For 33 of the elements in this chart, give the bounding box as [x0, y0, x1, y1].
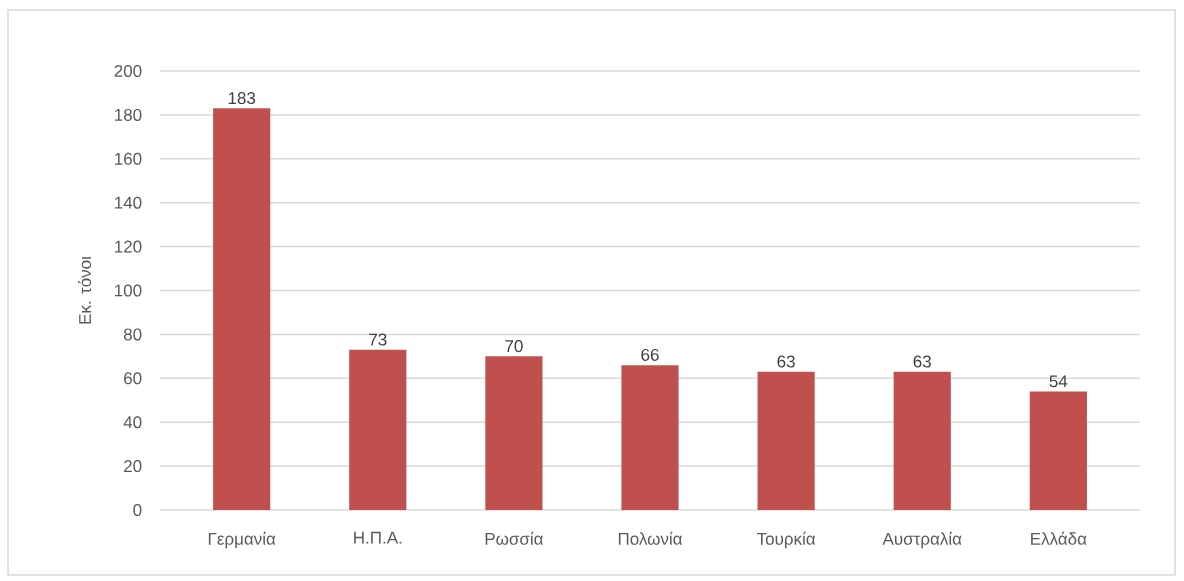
y-tick-label: 60	[124, 372, 142, 385]
bar	[349, 349, 407, 510]
x-tick-label: Ρωσσία	[485, 531, 543, 545]
data-label: 183	[228, 92, 256, 105]
x-tick-label: Η.Π.Α.	[354, 531, 402, 544]
x-tick-label: Ελλάδα	[1031, 531, 1087, 545]
y-tick-label: 200	[114, 64, 142, 78]
data-label: 54	[1049, 375, 1068, 388]
y-tick-label: 20	[124, 460, 142, 473]
data-label: 73	[369, 333, 387, 346]
x-tick-label: Γερμανία	[208, 531, 276, 549]
x-tick-label: Τουρκία	[756, 531, 816, 549]
y-tick-label: 0	[133, 503, 142, 517]
x-tick-label: Αυστραλία	[882, 531, 962, 549]
x-tick-label: Πολωνία	[618, 531, 683, 545]
data-label: 63	[913, 355, 931, 368]
bar	[1029, 391, 1087, 510]
y-axis-title: Εκ. τόνοι	[78, 256, 92, 324]
bar	[485, 356, 543, 510]
y-tick-label: 40	[123, 416, 142, 429]
y-tick-label: 160	[115, 152, 142, 165]
data-label: 63	[777, 355, 795, 368]
y-tick-label: 120	[115, 240, 142, 253]
y-tick-label: 100	[115, 284, 142, 297]
bar	[893, 371, 951, 510]
y-tick-label: 140	[115, 196, 142, 209]
data-label: 66	[641, 348, 659, 361]
bar	[213, 108, 271, 510]
y-tick-label: 80	[123, 328, 142, 341]
bar	[757, 371, 815, 510]
data-label: 70	[505, 340, 523, 353]
bar	[621, 365, 679, 510]
y-tick-label: 180	[115, 108, 142, 121]
